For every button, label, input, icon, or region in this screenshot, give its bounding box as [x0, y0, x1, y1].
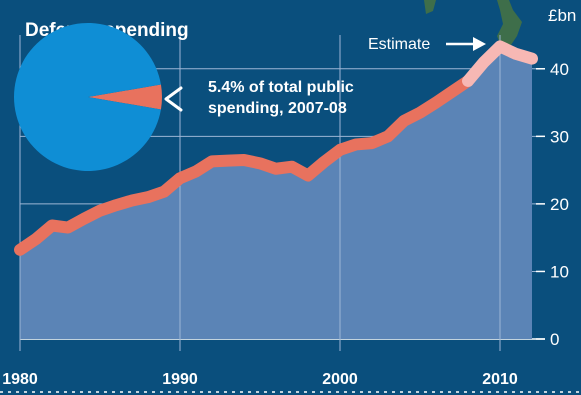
- x-tick-label: 2000: [322, 371, 358, 388]
- y-tick-label: 20: [550, 195, 569, 214]
- pie-slice-label-line-1: 5.4% of total public: [208, 79, 354, 96]
- pie-slice-other: [13, 23, 161, 172]
- spending-area: [20, 46, 532, 340]
- y-tick-label: 10: [550, 262, 569, 281]
- y-tick-label: 30: [550, 127, 569, 146]
- pie-pointer-arrow-icon: [164, 86, 183, 112]
- estimate-label: Estimate: [368, 36, 430, 53]
- map-fragment-small-icon: [424, 0, 436, 14]
- y-axis-ticks: 0 10 20 30 40: [536, 60, 569, 349]
- x-tick-label: 2010: [482, 371, 518, 388]
- y-tick-label: 0: [550, 330, 559, 349]
- pie-slice-label-line-2: spending, 2007-08: [208, 100, 347, 117]
- pie-slice-defence: [88, 84, 163, 110]
- x-tick-label: 1980: [2, 371, 38, 388]
- y-axis-unit-label: £bn: [548, 6, 576, 25]
- y-tick-label: 40: [550, 60, 569, 79]
- map-fragment-icon: [497, 0, 522, 48]
- pie-chart: [13, 23, 163, 172]
- estimate-arrowhead-icon: [473, 37, 486, 51]
- x-tick-label: 1990: [162, 371, 198, 388]
- x-axis-ticks: 1980 1990 2000 2010: [2, 371, 518, 388]
- spending-line: [14, 74, 474, 256]
- estimate-line: [462, 40, 538, 87]
